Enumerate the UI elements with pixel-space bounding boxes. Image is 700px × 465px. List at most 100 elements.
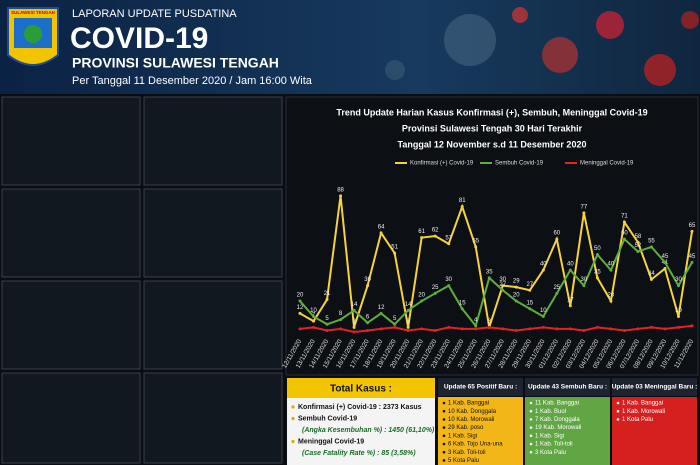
update-header bbox=[438, 378, 523, 396]
main-title: COVID-19 bbox=[70, 22, 208, 55]
data-label: 14 bbox=[351, 302, 358, 308]
data-label: 6 bbox=[366, 314, 370, 320]
update-item: 3 Kota Palu bbox=[535, 450, 566, 456]
data-point bbox=[595, 253, 599, 257]
data-label: 55 bbox=[648, 238, 655, 244]
update-item: 1 Kab. Toli-toli bbox=[535, 442, 573, 448]
data-point bbox=[582, 211, 586, 215]
data-point bbox=[352, 330, 356, 334]
total-line: Konfirmasi (+) Covid-19 : 2373 Kasus bbox=[298, 404, 422, 411]
data-label: 60 bbox=[621, 231, 628, 237]
data-label: 20 bbox=[418, 293, 425, 299]
data-point bbox=[636, 250, 640, 254]
data-point bbox=[568, 327, 572, 331]
bullet bbox=[442, 442, 446, 446]
data-label: 30 bbox=[499, 277, 506, 283]
data-point bbox=[420, 236, 424, 240]
bullet bbox=[616, 409, 620, 413]
data-point bbox=[622, 220, 626, 224]
data-point bbox=[447, 325, 451, 329]
update-item: 1 Kab. Morowali bbox=[622, 409, 665, 415]
data-point bbox=[541, 268, 545, 272]
data-label: 21 bbox=[324, 291, 331, 297]
series-line bbox=[299, 324, 693, 334]
data-point bbox=[501, 284, 505, 288]
bullet bbox=[616, 401, 620, 405]
data-point bbox=[339, 327, 343, 331]
data-label: 77 bbox=[581, 204, 588, 210]
data-label: 45 bbox=[689, 254, 696, 260]
data-label: 15 bbox=[526, 300, 533, 306]
total-line: (Angka Kesembuhan %) : 1450 (61,10%) bbox=[302, 427, 435, 434]
data-point bbox=[541, 315, 545, 319]
data-label: 65 bbox=[689, 223, 696, 229]
chart-subtitle: Provinsi Sulawesi Tengah 30 Hari Terakhi… bbox=[402, 123, 583, 133]
data-point bbox=[339, 318, 343, 322]
data-label: 40 bbox=[608, 262, 615, 268]
data-label: 20 bbox=[297, 293, 304, 299]
data-point bbox=[298, 299, 302, 303]
data-point bbox=[325, 328, 329, 332]
data-label: 62 bbox=[432, 228, 439, 234]
update-item: 6 Kab. Tojo Una-una bbox=[448, 442, 503, 448]
series-line bbox=[299, 237, 693, 328]
update-item: 10 Kab. Morowali bbox=[448, 417, 494, 423]
update-header bbox=[612, 378, 697, 396]
data-point bbox=[312, 315, 316, 319]
data-point bbox=[406, 328, 410, 332]
data-label: 3 bbox=[488, 319, 492, 325]
data-point bbox=[636, 327, 640, 331]
data-label: 25 bbox=[432, 285, 439, 291]
data-point bbox=[528, 288, 532, 292]
data-label: 34 bbox=[648, 271, 655, 277]
data-point bbox=[420, 299, 424, 303]
data-point bbox=[420, 327, 424, 331]
data-label: 27 bbox=[526, 282, 533, 288]
data-label: 45 bbox=[662, 254, 669, 260]
data-point bbox=[528, 327, 532, 331]
data-point bbox=[514, 285, 518, 289]
data-label: 58 bbox=[635, 234, 642, 240]
data-point bbox=[325, 322, 329, 326]
data-point bbox=[501, 288, 505, 292]
data-point bbox=[663, 260, 667, 264]
bullet bbox=[442, 426, 446, 429]
series-line bbox=[299, 195, 693, 328]
update-list-box bbox=[438, 397, 523, 465]
update-item: 1 Kab. Sigi bbox=[448, 433, 477, 439]
update-item: 5 Kota Palu bbox=[448, 458, 479, 464]
data-point bbox=[393, 325, 397, 329]
data-label: 30 bbox=[581, 277, 588, 283]
data-point bbox=[447, 284, 451, 288]
logo: SULAWESI TENGAH bbox=[7, 7, 59, 66]
update-item: 3 Kab. Toli-toli bbox=[448, 450, 486, 456]
data-label: 4 bbox=[474, 317, 478, 323]
data-point bbox=[406, 308, 410, 312]
data-label: 29 bbox=[513, 279, 520, 285]
date-line: Per Tanggal 11 Desember 2020 / Jam 16:00… bbox=[72, 75, 313, 87]
data-point bbox=[676, 284, 680, 288]
data-point bbox=[649, 245, 653, 249]
update-title: Update 43 Sembuh Baru : bbox=[528, 384, 607, 391]
data-label: 3 bbox=[352, 319, 356, 325]
data-point bbox=[663, 267, 667, 271]
data-label: 3 bbox=[406, 319, 410, 325]
total-line: Sembuh Covid-19 bbox=[298, 415, 357, 422]
data-point bbox=[393, 251, 397, 255]
data-point bbox=[379, 311, 383, 315]
update-item: 1 Kab. Buol bbox=[535, 409, 566, 415]
bullet bbox=[291, 439, 295, 444]
data-label: 40 bbox=[540, 262, 547, 268]
thumbnail-grid bbox=[1, 96, 283, 464]
bullet bbox=[291, 405, 295, 409]
bullet bbox=[442, 459, 446, 462]
data-label: 30 bbox=[364, 277, 371, 283]
update-item: 19 Kab. Morowali bbox=[535, 425, 581, 431]
data-label: 61 bbox=[418, 229, 425, 235]
total-lines: Konfirmasi (+) Covid-19 : 2373 Kasus Semb… bbox=[291, 404, 435, 457]
update-item: 11 Kab. Banggai bbox=[535, 401, 579, 407]
bullet bbox=[529, 442, 533, 446]
data-point bbox=[406, 325, 410, 329]
logo-text: SULAWESI TENGAH bbox=[11, 10, 55, 15]
update-item: 1 Kab. Banggai bbox=[622, 401, 663, 407]
